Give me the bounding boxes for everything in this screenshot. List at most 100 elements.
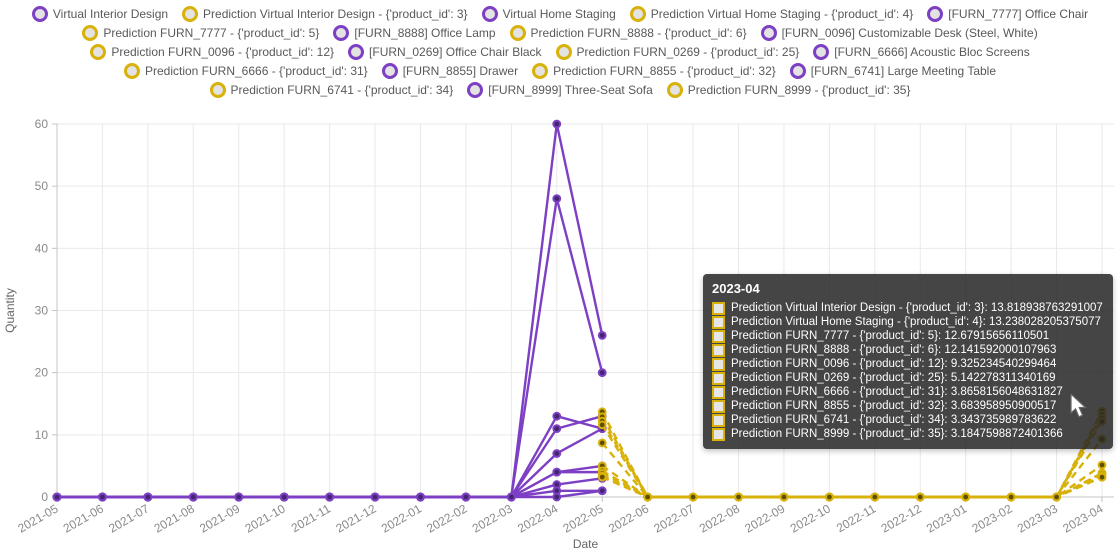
- legend-item[interactable]: Virtual Interior Design: [31, 6, 169, 22]
- legend-item[interactable]: Prediction FURN_0269 - {'product_id': 25…: [555, 44, 800, 60]
- prediction-data-point[interactable]: [961, 492, 971, 502]
- tooltip-row: Prediction FURN_6741 - {'product_id': 34…: [712, 413, 1104, 427]
- y-axis-title: Quantity: [3, 288, 17, 333]
- tooltip-swatch-icon: [712, 413, 725, 427]
- actual-data-point[interactable]: [188, 492, 198, 502]
- legend-item[interactable]: Prediction FURN_8855 - {'product_id': 32…: [532, 63, 776, 79]
- actual-data-point[interactable]: [506, 492, 516, 502]
- x-axis-tick-label: 2022-04: [515, 501, 560, 535]
- tooltip-row: Prediction Virtual Interior Design - {'p…: [712, 301, 1104, 315]
- prediction-data-point[interactable]: [779, 492, 789, 502]
- tooltip-row-text: Prediction FURN_0096 - {'product_id': 12…: [731, 358, 1057, 370]
- legend-item-label: [FURN_0269] Office Chair Black: [369, 45, 542, 59]
- x-axis-tick-label: 2022-11: [834, 501, 879, 535]
- actual-series-marker-icon: [348, 44, 365, 60]
- legend-item-label: Prediction FURN_0269 - {'product_id': 25…: [576, 45, 800, 59]
- actual-data-point[interactable]: [597, 330, 607, 340]
- prediction-data-point[interactable]: [597, 420, 607, 430]
- y-axis-tick-label: 10: [35, 428, 49, 442]
- legend-item-label: Prediction FURN_8855 - {'product_id': 32…: [553, 64, 776, 78]
- legend-item-label: Virtual Interior Design: [52, 7, 169, 21]
- actual-data-point[interactable]: [552, 119, 562, 129]
- actual-data-point[interactable]: [325, 492, 335, 502]
- prediction-series-line: [601, 469, 1103, 499]
- prediction-data-point[interactable]: [915, 492, 925, 502]
- actual-data-point[interactable]: [552, 492, 562, 502]
- x-axis-tick-label: 2022-05: [561, 501, 606, 535]
- actual-data-point[interactable]: [552, 424, 562, 434]
- actual-data-point[interactable]: [552, 467, 562, 477]
- prediction-data-point[interactable]: [1006, 492, 1016, 502]
- legend-item[interactable]: Prediction FURN_8888 - {'product_id': 6}: [509, 25, 747, 41]
- legend-row: Prediction FURN_7777 - {'product_id': 5}…: [0, 25, 1120, 41]
- actual-data-point[interactable]: [597, 368, 607, 378]
- x-axis-tick-label: 2022-02: [424, 501, 469, 535]
- legend-item[interactable]: Prediction FURN_7777 - {'product_id': 5}: [82, 25, 319, 41]
- prediction-data-point[interactable]: [1052, 492, 1061, 502]
- prediction-data-point[interactable]: [597, 438, 607, 448]
- x-axis-tick-label: 2021-06: [61, 501, 106, 535]
- actual-data-point[interactable]: [416, 492, 425, 502]
- tooltip-row-text: Prediction FURN_8888 - {'product_id': 6}…: [731, 344, 1057, 356]
- legend-item-label: [FURN_6666] Acoustic Bloc Screens: [834, 45, 1030, 59]
- prediction-data-point[interactable]: [597, 472, 607, 482]
- tooltip-swatch-icon: [712, 329, 725, 343]
- legend-row: Virtual Interior Design Prediction Virtua…: [0, 6, 1120, 22]
- prediction-data-point[interactable]: [734, 492, 743, 502]
- actual-series-marker-icon: [333, 25, 350, 41]
- legend-item[interactable]: Prediction FURN_0096 - {'product_id': 12…: [90, 44, 334, 60]
- actual-data-point[interactable]: [52, 492, 62, 502]
- legend-item[interactable]: Prediction FURN_8999 - {'product_id': 35…: [666, 82, 910, 98]
- legend-item-label: Prediction Virtual Home Staging - {'prod…: [650, 7, 914, 21]
- actual-data-point[interactable]: [143, 492, 153, 502]
- tooltip-row-text: Prediction FURN_8999 - {'product_id': 35…: [731, 428, 1063, 440]
- legend-item[interactable]: [FURN_8999] Three-Seat Sofa: [467, 82, 653, 98]
- prediction-data-point[interactable]: [824, 492, 834, 502]
- prediction-data-point[interactable]: [688, 492, 698, 502]
- legend-item[interactable]: Prediction Virtual Interior Design - {'p…: [182, 6, 468, 22]
- x-axis-tick-label: 2022-08: [697, 501, 742, 535]
- actual-data-point[interactable]: [552, 194, 562, 204]
- legend-item[interactable]: Prediction Virtual Home Staging - {'prod…: [629, 6, 914, 22]
- prediction-data-point[interactable]: [1097, 472, 1107, 482]
- prediction-series-marker-icon: [209, 82, 226, 98]
- actual-data-point[interactable]: [597, 486, 607, 496]
- prediction-series-marker-icon: [509, 25, 526, 41]
- prediction-series-line: [601, 464, 1103, 499]
- y-axis-tick-label: 20: [35, 366, 49, 380]
- x-axis-tick-label: 2021-09: [197, 501, 242, 535]
- prediction-series-marker-icon: [90, 44, 107, 60]
- legend-item[interactable]: [FURN_7777] Office Chair: [927, 6, 1088, 22]
- prediction-data-point[interactable]: [643, 492, 653, 502]
- legend-item[interactable]: [FURN_8888] Office Lamp: [333, 25, 496, 41]
- tooltip-swatch-icon: [712, 427, 725, 441]
- tooltip-swatch-icon: [712, 399, 725, 413]
- prediction-data-point[interactable]: [870, 492, 880, 502]
- prediction-series-line: [601, 476, 1103, 499]
- legend-item[interactable]: Virtual Home Staging: [481, 6, 616, 22]
- legend-item-label: [FURN_8855] Drawer: [402, 64, 519, 78]
- actual-series-marker-icon: [481, 6, 498, 22]
- actual-series-marker-icon: [927, 6, 944, 22]
- prediction-data-point[interactable]: [1097, 460, 1107, 470]
- x-axis-tick-label: 2022-12: [879, 501, 924, 535]
- tooltip-rows: Prediction Virtual Interior Design - {'p…: [712, 301, 1104, 441]
- actual-data-point[interactable]: [461, 492, 471, 502]
- legend-item[interactable]: Prediction FURN_6666 - {'product_id': 31…: [123, 63, 368, 79]
- legend-item[interactable]: Prediction FURN_6741 - {'product_id': 34…: [209, 82, 453, 98]
- legend-item[interactable]: [FURN_0269] Office Chair Black: [348, 44, 542, 60]
- actual-data-point[interactable]: [370, 492, 380, 502]
- legend-item[interactable]: [FURN_6666] Acoustic Bloc Screens: [813, 44, 1030, 60]
- actual-data-point[interactable]: [279, 492, 289, 502]
- legend-item[interactable]: [FURN_6741] Large Meeting Table: [789, 63, 996, 79]
- prediction-series-line: [601, 472, 1103, 499]
- legend-item-label: [FURN_0096] Customizable Desk (Steel, Wh…: [781, 26, 1038, 40]
- tooltip-row-text: Prediction Virtual Home Staging - {'prod…: [731, 316, 1101, 328]
- legend-item[interactable]: [FURN_8855] Drawer: [381, 63, 519, 79]
- actual-data-point[interactable]: [98, 492, 107, 502]
- actual-data-point[interactable]: [234, 492, 244, 502]
- legend-item[interactable]: [FURN_0096] Customizable Desk (Steel, Wh…: [760, 25, 1038, 41]
- tooltip-row: Prediction Virtual Home Staging - {'prod…: [712, 315, 1104, 329]
- actual-data-point[interactable]: [552, 411, 562, 421]
- actual-data-point[interactable]: [552, 449, 562, 458]
